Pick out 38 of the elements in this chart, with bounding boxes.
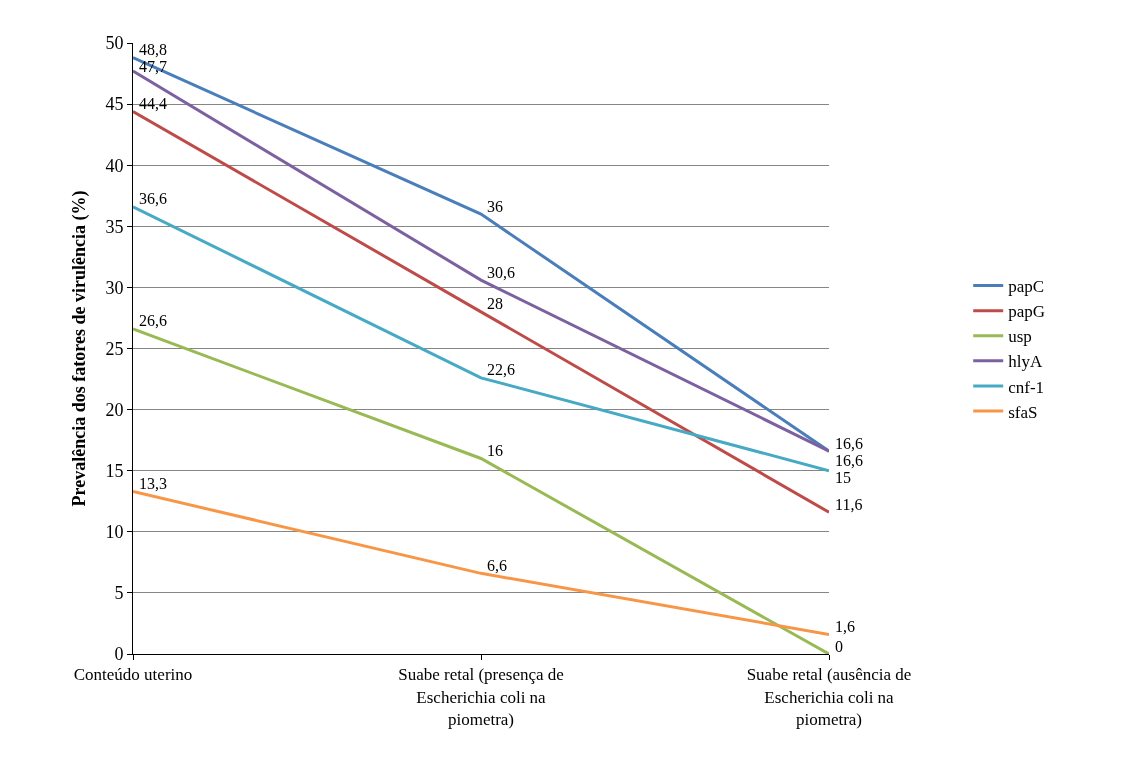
data-label: 16,6 <box>835 452 863 469</box>
data-label: 48,8 <box>139 41 167 58</box>
y-tick-label: 25 <box>105 338 124 359</box>
legend-label: usp <box>1008 327 1032 347</box>
y-tick-label: 0 <box>114 644 124 665</box>
data-label: 30,6 <box>487 264 515 281</box>
y-tick-label: 5 <box>114 583 124 604</box>
legend-label: sfaS <box>1008 402 1038 422</box>
y-tick-label: 50 <box>105 33 124 54</box>
data-label: 1,6 <box>835 618 855 635</box>
y-tick-label: 30 <box>105 277 124 298</box>
x-tick-label: Conteúdo uterino <box>73 665 193 685</box>
y-tick-label: 20 <box>105 399 124 420</box>
y-axis-title: Prevalência dos fatores de virulência (%) <box>68 190 90 507</box>
y-tick-label: 15 <box>105 461 124 481</box>
data-label: 15 <box>835 469 851 486</box>
legend-label: hlyA <box>1008 352 1043 372</box>
y-tick-label: 35 <box>105 216 124 237</box>
y-tick-label: 40 <box>105 155 124 176</box>
data-label: 22,6 <box>487 361 515 378</box>
legend-label: papC <box>1008 277 1045 297</box>
data-label: 16 <box>487 442 503 459</box>
x-tick-label: Suabe retal (presença de Escherichia coli na piometra) <box>398 665 564 729</box>
data-label: 36 <box>487 198 503 215</box>
data-label: 16,6 <box>835 435 863 452</box>
data-label: 11,6 <box>835 496 863 513</box>
data-label: 36,6 <box>139 190 167 207</box>
data-label: 28 <box>487 295 503 312</box>
legend-label: papG <box>1008 302 1046 322</box>
y-tick-label: 45 <box>105 94 124 115</box>
data-label: 13,3 <box>139 475 167 492</box>
data-label: 44,4 <box>139 95 167 112</box>
y-tick-label: 10 <box>105 522 124 543</box>
x-tick-label: Suabe retal (ausência de Escherichia coli na piometra) <box>746 665 912 729</box>
data-label: 0 <box>835 638 843 655</box>
data-label: 26,6 <box>139 312 167 329</box>
data-label: 6,6 <box>487 557 507 574</box>
legend-label: cnf-1 <box>1008 377 1045 397</box>
